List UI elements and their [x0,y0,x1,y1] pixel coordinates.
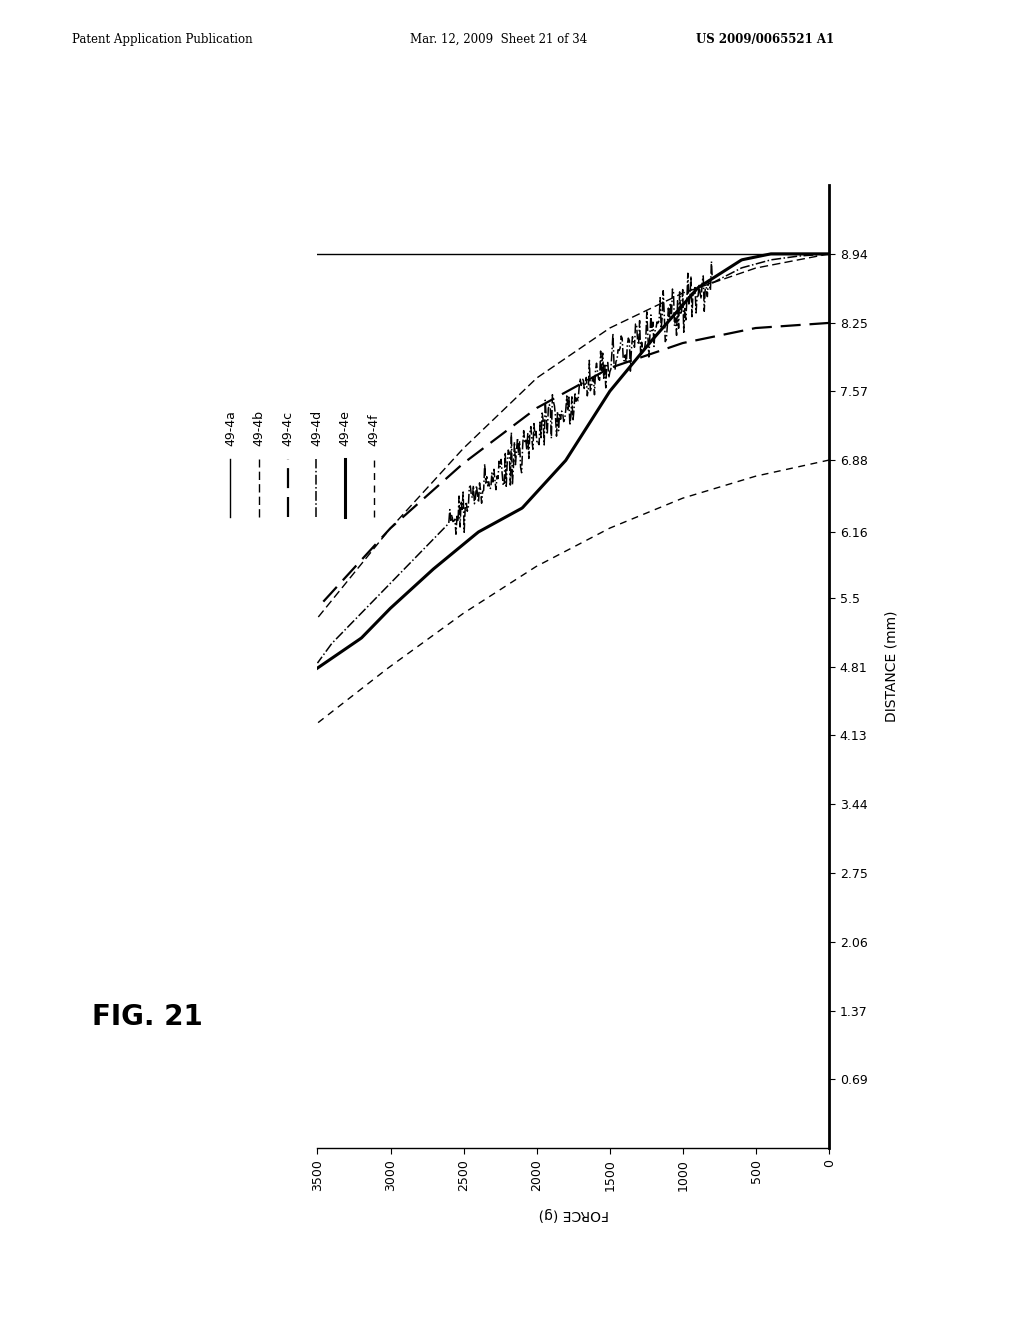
Text: US 2009/0065521 A1: US 2009/0065521 A1 [696,33,835,46]
Text: 49-4d: 49-4d [310,411,323,446]
Text: FIG. 21: FIG. 21 [92,1003,203,1031]
Text: 49-4c: 49-4c [282,411,294,446]
X-axis label: FORCE (g): FORCE (g) [539,1208,608,1221]
Text: Mar. 12, 2009  Sheet 21 of 34: Mar. 12, 2009 Sheet 21 of 34 [410,33,587,46]
Text: 49-4e: 49-4e [339,411,351,446]
Text: Patent Application Publication: Patent Application Publication [72,33,252,46]
Y-axis label: DISTANCE (mm): DISTANCE (mm) [885,611,898,722]
Text: 49-4f: 49-4f [368,413,380,446]
Text: 49-4a: 49-4a [224,411,237,446]
Text: 49-4b: 49-4b [253,411,265,446]
